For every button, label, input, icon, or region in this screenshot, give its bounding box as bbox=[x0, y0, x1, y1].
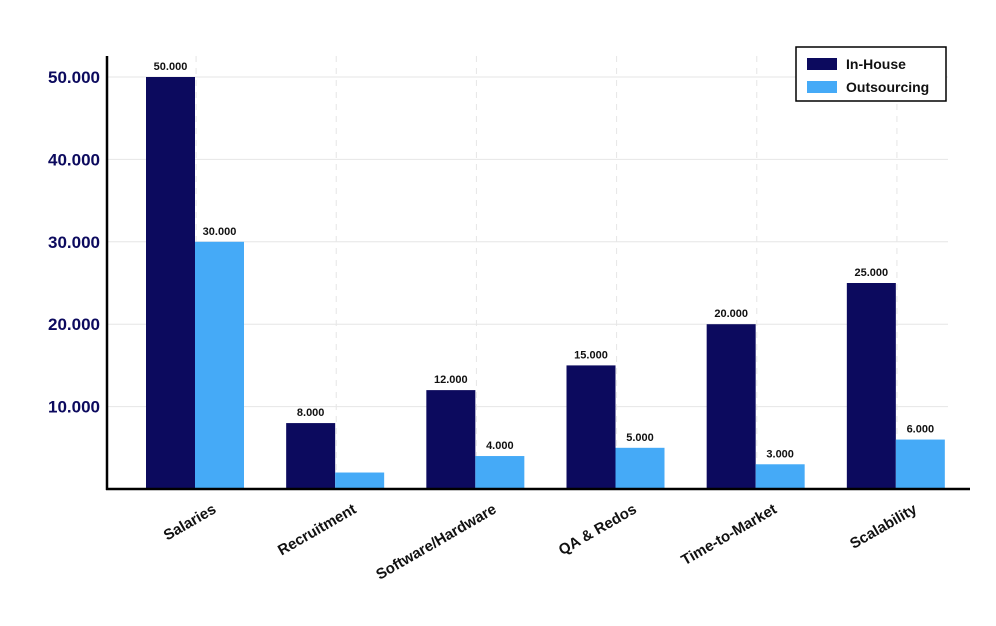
y-tick-label-4: 50.000 bbox=[48, 68, 100, 87]
legend: In-House Outsourcing bbox=[795, 46, 947, 102]
bar-in-house-0 bbox=[146, 77, 195, 489]
x-axis-ticks: Salaries Recruitment Software/Hardware QA &… bbox=[161, 500, 921, 583]
bar-outsourcing-2 bbox=[475, 456, 525, 489]
x-tick-label-0: Salaries bbox=[161, 501, 219, 544]
data-label-0-3: 15.000 bbox=[574, 349, 608, 361]
data-label-0-0: 50.000 bbox=[154, 61, 188, 73]
legend-label-0: In-House bbox=[846, 56, 906, 72]
data-label-0-2: 12.000 bbox=[434, 374, 468, 386]
data-label-1-0: 30.000 bbox=[203, 226, 237, 238]
x-tick-label-1: Recruitment bbox=[275, 501, 359, 559]
data-label-1-5: 6.000 bbox=[907, 424, 935, 436]
data-label-0-4: 20.000 bbox=[714, 308, 748, 320]
bar-in-house-5 bbox=[846, 283, 896, 489]
x-tick-label-2: Software/Hardware bbox=[373, 501, 499, 584]
bar-in-house-1 bbox=[286, 423, 336, 489]
data-label-0-1: 8.000 bbox=[297, 407, 325, 419]
data-label-0-5: 25.000 bbox=[855, 267, 889, 279]
bars bbox=[146, 77, 945, 489]
bar-in-house-3 bbox=[566, 365, 616, 489]
legend-swatch-0 bbox=[807, 58, 837, 70]
data-label-1-2: 4.000 bbox=[486, 440, 514, 452]
y-tick-label-1: 20.000 bbox=[48, 315, 100, 334]
bar-outsourcing-4 bbox=[755, 464, 805, 489]
y-tick-label-2: 30.000 bbox=[48, 233, 100, 252]
x-tick-label-3: QA & Redos bbox=[556, 501, 640, 559]
data-label-1-3: 5.000 bbox=[626, 432, 654, 444]
bar-outsourcing-3 bbox=[615, 447, 665, 489]
bar-outsourcing-1 bbox=[335, 472, 385, 489]
x-tick-label-5: Scalability bbox=[847, 500, 920, 552]
bar-in-house-4 bbox=[706, 324, 756, 489]
x-tick-label-4: Time-to-Market bbox=[678, 501, 779, 569]
bar-in-house-2 bbox=[426, 390, 476, 489]
data-label-1-4: 3.000 bbox=[766, 448, 794, 460]
legend-label-1: Outsourcing bbox=[846, 79, 929, 95]
bar-outsourcing-5 bbox=[895, 439, 945, 489]
y-tick-label-3: 40.000 bbox=[48, 150, 100, 169]
bar-outsourcing-0 bbox=[195, 241, 244, 489]
legend-swatch-1 bbox=[807, 81, 837, 93]
y-axis-ticks: 10.000 20.000 30.000 40.000 50.000 bbox=[48, 68, 100, 417]
data-labels: 50.000 8.000 12.000 15.000 20.000 25.000 30.00… bbox=[154, 61, 934, 460]
y-tick-label-0: 10.000 bbox=[48, 398, 100, 417]
